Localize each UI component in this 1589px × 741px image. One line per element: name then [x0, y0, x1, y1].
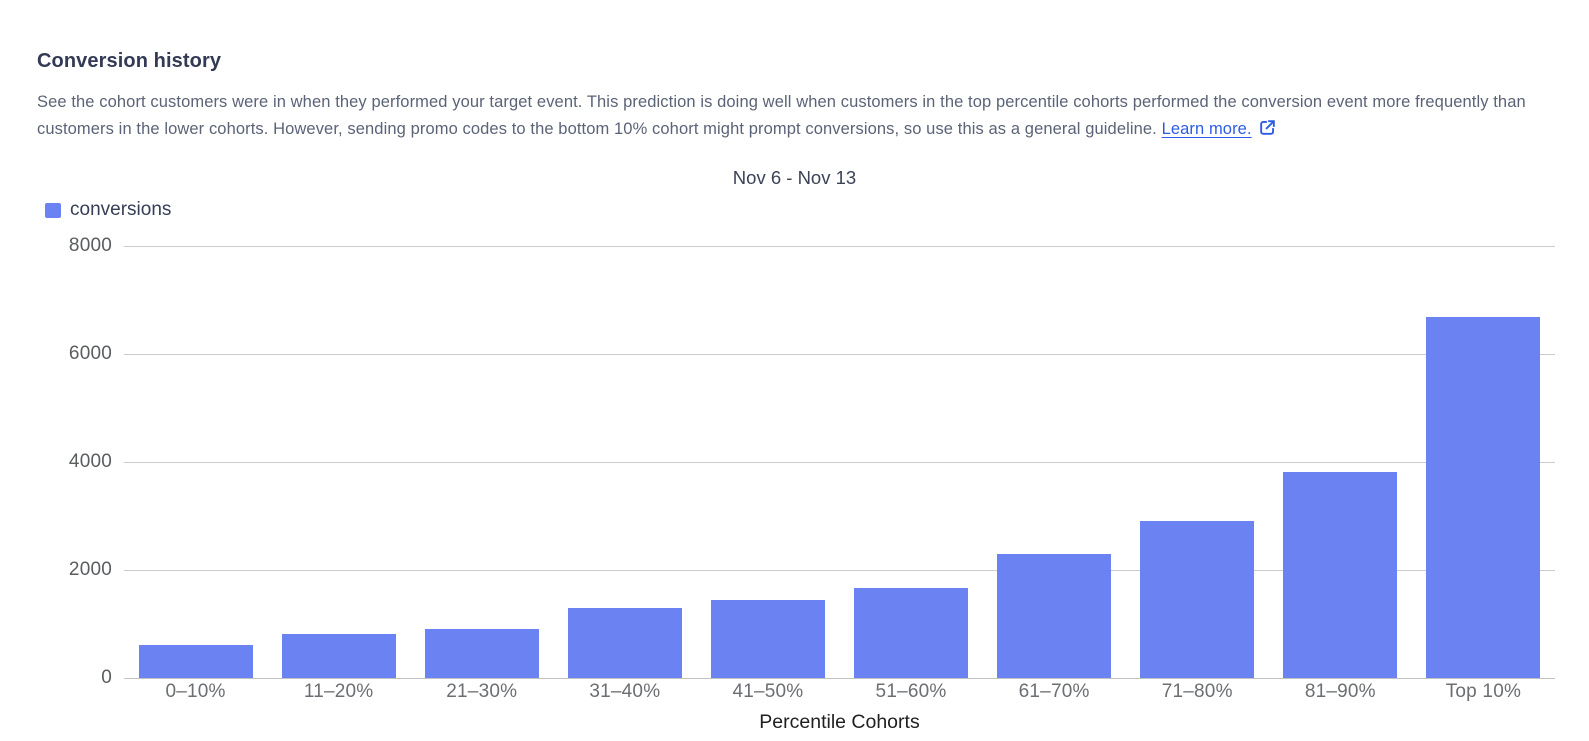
- bar[interactable]: [1426, 317, 1541, 678]
- bar[interactable]: [710, 599, 825, 678]
- y-axis-tick-label: 6000: [68, 343, 112, 364]
- bar[interactable]: [424, 629, 539, 678]
- plot-area: [124, 246, 1555, 679]
- legend-swatch-icon: [45, 202, 61, 218]
- x-axis-tick-label: 61–70%: [1018, 681, 1090, 702]
- y-axis-tick-label: 8000: [68, 235, 112, 256]
- bar-band: [696, 246, 839, 678]
- legend-label: conversions: [70, 199, 172, 220]
- x-axis-title: Percentile Cohorts: [759, 711, 920, 733]
- bar[interactable]: [854, 587, 969, 678]
- bar[interactable]: [1140, 521, 1255, 678]
- bar[interactable]: [997, 553, 1112, 678]
- bar-band: [267, 246, 410, 678]
- gridline: [124, 570, 1555, 571]
- bar[interactable]: [138, 644, 253, 678]
- bar[interactable]: [567, 607, 682, 678]
- x-axis: 0–10% 11–20% 21–30% 31–40% 41–50% 51–60% 61–70…: [124, 681, 1555, 703]
- external-link-icon: [1258, 118, 1277, 146]
- y-axis: 8000 6000 4000 2000 0: [0, 235, 112, 688]
- x-axis-tick-label: 41–50%: [732, 681, 804, 702]
- learn-more-label: Learn more.: [1161, 120, 1252, 138]
- x-axis-tick-label: 81–90%: [1304, 681, 1376, 702]
- y-axis-tick-label: 0: [101, 667, 112, 688]
- bar-band: [1412, 246, 1555, 678]
- bars-container: [124, 246, 1555, 678]
- x-axis-tick-label: 71–80%: [1161, 681, 1233, 702]
- chart-title: Nov 6 - Nov 13: [732, 167, 857, 188]
- x-axis-tick-label: 0–10%: [165, 681, 226, 702]
- bar-band: [839, 246, 982, 678]
- gridline: [124, 462, 1555, 463]
- bar-band: [553, 246, 696, 678]
- description-body: See the cohort customers were in when th…: [37, 93, 1526, 138]
- bar[interactable]: [1283, 471, 1398, 678]
- x-axis-tick-label: 31–40%: [589, 681, 661, 702]
- bar-band: [983, 246, 1126, 678]
- bar-band: [1269, 246, 1412, 678]
- bar-band: [124, 246, 267, 678]
- gridline: [124, 246, 1555, 247]
- learn-more-link[interactable]: Learn more.: [1162, 120, 1277, 138]
- page-title: Conversion history: [37, 50, 222, 72]
- x-axis-tick-label: 21–30%: [446, 681, 518, 702]
- y-axis-tick-label: 2000: [68, 559, 112, 580]
- y-axis-tick-label: 4000: [68, 451, 112, 472]
- x-axis-tick-label: 11–20%: [303, 681, 374, 702]
- description-text: See the cohort customers were in when th…: [37, 89, 1533, 146]
- x-axis-tick-label: Top 10%: [1445, 681, 1522, 702]
- legend: conversions: [45, 199, 171, 221]
- x-axis-tick-label: 51–60%: [875, 681, 947, 702]
- bar-band: [410, 246, 553, 678]
- x-axis-baseline: [124, 678, 1555, 679]
- bar-band: [1126, 246, 1269, 678]
- bar[interactable]: [281, 633, 396, 678]
- gridline: [124, 354, 1555, 355]
